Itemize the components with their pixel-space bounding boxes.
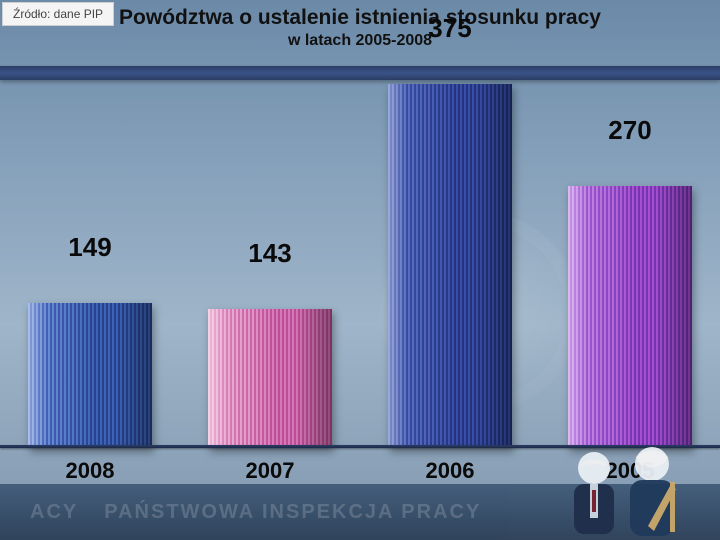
category-label: 2008 bbox=[0, 458, 180, 484]
bar bbox=[568, 186, 692, 448]
category-label: 2006 bbox=[360, 458, 540, 484]
bar-value-label: 143 bbox=[180, 238, 360, 269]
bar-slot bbox=[360, 84, 540, 448]
slide-stage: Źródło: dane PIP Powództwa o ustalenie i… bbox=[0, 0, 720, 540]
people-illustration bbox=[544, 430, 714, 540]
bar bbox=[388, 84, 512, 448]
bar-plot-area: 149143375270 bbox=[0, 84, 720, 448]
title-separator bbox=[0, 66, 720, 80]
category-label: 2007 bbox=[180, 458, 360, 484]
bar-value-label: 149 bbox=[0, 232, 180, 263]
bar-slot bbox=[0, 84, 180, 448]
watermark-fragment: ACY bbox=[30, 501, 78, 524]
bar-value-label: 270 bbox=[540, 115, 720, 146]
bar bbox=[208, 309, 332, 448]
bar bbox=[28, 303, 152, 448]
bar-value-label: 375 bbox=[360, 13, 540, 44]
bar-chart: 149143375270 2008200720062005 bbox=[0, 84, 720, 484]
watermark-main: PAŃSTWOWA INSPEKCJA PRACY bbox=[104, 501, 481, 524]
footer-watermark: ACY PAŃSTWOWA INSPEKCJA PRACY bbox=[30, 490, 520, 534]
